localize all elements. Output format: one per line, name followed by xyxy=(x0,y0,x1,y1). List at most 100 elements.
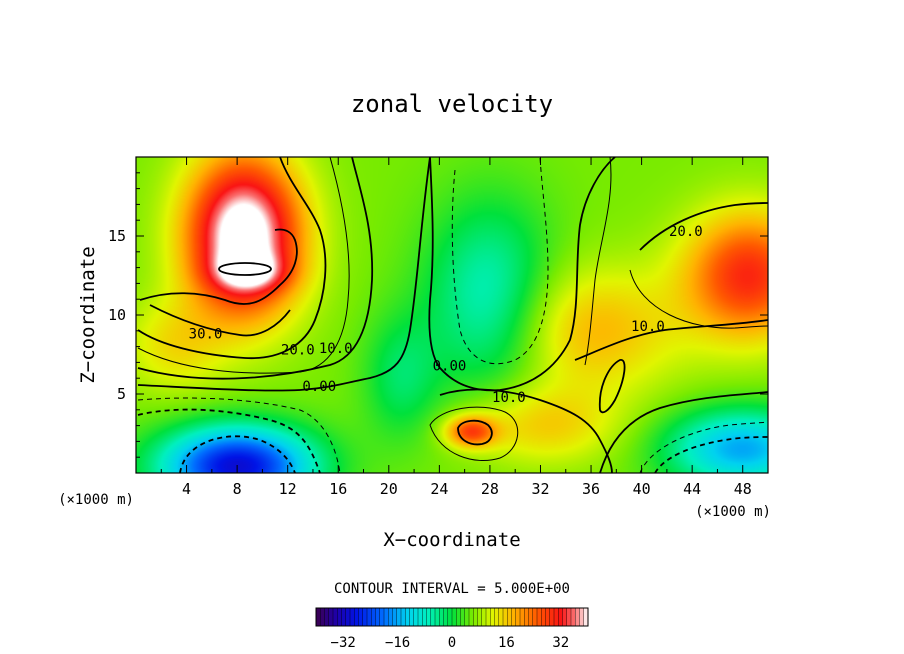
colorbar-cell xyxy=(320,608,326,626)
colorbar-cell xyxy=(362,608,368,626)
colorbar-cell xyxy=(583,608,589,626)
colorbar-cell xyxy=(379,608,385,626)
colorbar-cell xyxy=(490,608,496,626)
colorbar-cell xyxy=(358,608,364,626)
contour-local-max-outer xyxy=(429,406,519,462)
colorbar-tick-label: −16 xyxy=(385,635,410,651)
y-tick-label: 15 xyxy=(108,227,126,245)
contour-interval-text: CONTOUR INTERVAL = 5.000E+00 xyxy=(334,581,570,597)
contour-neg5-low xyxy=(137,397,341,473)
colorbar-cell xyxy=(545,608,551,626)
colorbar-cell xyxy=(579,608,585,626)
colorbar-cell xyxy=(435,608,440,626)
colorbar-cell xyxy=(532,608,538,626)
colorbar-cell xyxy=(447,608,453,626)
contour-0-mid xyxy=(428,157,616,392)
contour-neg20-low xyxy=(179,435,296,473)
contour-label: 0.00 xyxy=(433,358,467,374)
contour-30 xyxy=(139,228,298,305)
contour-label: 10.0 xyxy=(492,390,526,406)
colorbar-cell xyxy=(554,608,559,626)
z-unit-label: (×1000 m) xyxy=(58,492,134,508)
colorbar-cell xyxy=(345,608,351,626)
contour-0 xyxy=(137,157,431,392)
contour-10-east-low xyxy=(439,388,613,473)
colorbar-cell xyxy=(422,608,428,626)
contour-10-west-b xyxy=(137,157,374,380)
colorbar-cell xyxy=(439,608,445,626)
colorbar-cell xyxy=(571,608,576,626)
chart-title: zonal velocity xyxy=(351,90,553,118)
colorbar-cell xyxy=(503,608,508,626)
x-axis-label: X−coordinate xyxy=(383,529,520,551)
colorbar-cell xyxy=(511,608,517,626)
colorbar-cell xyxy=(384,608,389,626)
contour-30-lower xyxy=(149,304,291,337)
colorbar-tick-labels: −32 −16 0 16 32 xyxy=(331,635,570,651)
colorbar-cell xyxy=(558,608,564,626)
contour-label: 20.0 xyxy=(669,224,703,240)
contour-label: 10.0 xyxy=(631,319,665,335)
colorbar-cell xyxy=(354,608,360,626)
colorbar-cell xyxy=(473,608,479,626)
colorbar-cell xyxy=(401,608,406,626)
x-tick-label: 36 xyxy=(582,480,600,498)
colorbar-cell xyxy=(316,608,321,626)
contour-neg5-east xyxy=(639,421,768,473)
colorbar-cell xyxy=(528,608,534,626)
y-tick-label: 10 xyxy=(108,306,126,324)
contour-10-west xyxy=(137,157,350,374)
colorbar-cell xyxy=(409,608,415,626)
colorbar-cell xyxy=(549,608,555,626)
contour-lines xyxy=(137,157,768,473)
colorbar-cell xyxy=(371,608,377,626)
colorbar-cell xyxy=(367,608,372,626)
colorbar-tick-label: 16 xyxy=(498,635,515,651)
contour-tongue-east xyxy=(584,157,612,366)
colorbar-cell xyxy=(507,608,513,626)
colorbar-cell xyxy=(566,608,572,626)
x-tick-label: 8 xyxy=(233,480,242,498)
colorbar-cell xyxy=(498,608,504,626)
colorbar xyxy=(315,607,589,627)
x-tick-label: 48 xyxy=(734,480,752,498)
colorbar-cell xyxy=(486,608,491,626)
x-tick-label: 32 xyxy=(531,480,549,498)
colorbar-cell xyxy=(333,608,338,626)
colorbar-frame xyxy=(315,607,589,627)
colorbar-cell xyxy=(413,608,419,626)
x-tick-label: 44 xyxy=(683,480,701,498)
x-tick-label: 12 xyxy=(279,480,297,498)
contour-label: 30.0 xyxy=(189,327,223,343)
colorbar-cell xyxy=(541,608,547,626)
colorbar-cell xyxy=(469,608,474,626)
x-tick-label: 40 xyxy=(633,480,651,498)
colorbar-cell xyxy=(524,608,530,626)
colorbar-cell xyxy=(430,608,436,626)
colorbar-cell xyxy=(515,608,521,626)
contour-20-east-b xyxy=(629,269,768,329)
colorbar-cell xyxy=(324,608,330,626)
contour-10-east xyxy=(574,319,768,361)
contour-20-east xyxy=(639,202,768,251)
colorbar-cell xyxy=(328,608,334,626)
x-unit-label: (×1000 m) xyxy=(695,504,771,520)
contour-0-east xyxy=(599,391,768,473)
x-tick-label: 16 xyxy=(329,480,347,498)
colorbar-cell xyxy=(418,608,423,626)
contour-label: 10.0 xyxy=(319,341,353,357)
contour-label: 20.0 xyxy=(281,343,315,359)
colorbar-cell xyxy=(341,608,347,626)
contour-neg10-low xyxy=(137,408,321,473)
colorbar-cell xyxy=(405,608,411,626)
x-tick-label: 20 xyxy=(380,480,398,498)
axis-ticks xyxy=(136,157,768,473)
colorbar-tick-label: 0 xyxy=(448,635,456,651)
colorbar-cell xyxy=(396,608,402,626)
y-axis-label: Z−coordinate xyxy=(77,246,99,383)
jet-core-contour xyxy=(218,262,272,276)
colorbar-cell xyxy=(392,608,398,626)
